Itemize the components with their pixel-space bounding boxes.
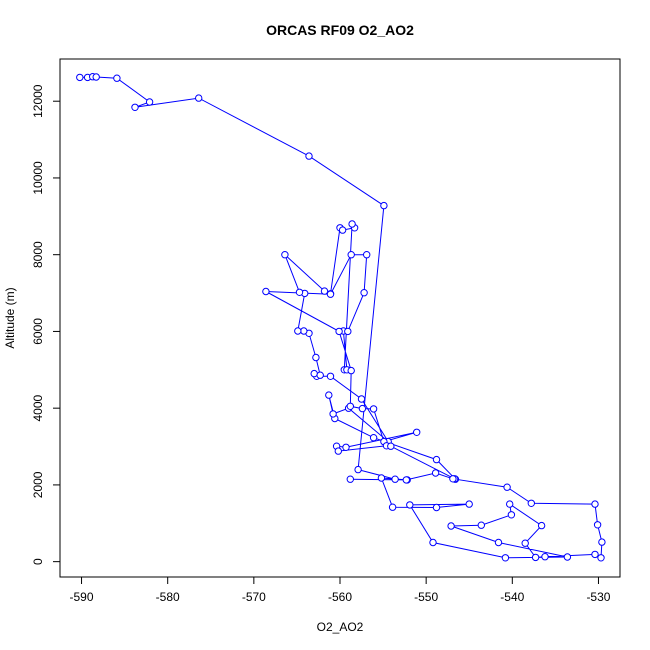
data-point [310, 369, 318, 378]
data-point [541, 553, 549, 561]
data-point [335, 327, 343, 336]
data-point [377, 474, 386, 482]
data-point [326, 290, 335, 298]
data-point [312, 353, 320, 362]
x-axis-label: O2_AO2 [317, 620, 364, 634]
data-point [521, 539, 529, 547]
data-point [281, 251, 289, 259]
data-point [363, 251, 371, 259]
x-axis: -590 -580 -570 -560 -550 -540 -530 [70, 576, 611, 604]
data-point [338, 226, 347, 234]
data-point [527, 499, 535, 507]
data-point [326, 372, 335, 380]
data-point [344, 327, 352, 336]
data-point [531, 553, 540, 562]
y-tick-label: 8000 [31, 241, 45, 268]
x-tick-label: -590 [70, 590, 94, 604]
data-point [347, 366, 355, 375]
y-tick-label: 10000 [31, 161, 45, 195]
data-point [593, 521, 602, 529]
x-tick-label: -530 [586, 590, 610, 604]
data-point [76, 73, 84, 82]
data-point [380, 201, 388, 210]
data-point [503, 483, 511, 491]
data-point [465, 500, 473, 508]
data-point [346, 402, 354, 410]
data-point [447, 522, 455, 530]
data-point [477, 521, 485, 529]
data-point [449, 475, 457, 483]
data-point [431, 469, 440, 477]
data-point [598, 538, 606, 546]
y-axis: 0 2000 4000 6000 8000 10000 12000 [31, 84, 61, 565]
data-point [131, 103, 139, 112]
x-tick-label: -570 [242, 590, 266, 604]
data-point [354, 465, 362, 474]
data-point [501, 554, 510, 562]
data-point [305, 152, 313, 160]
data-point [406, 501, 414, 509]
x-tick-label: -580 [156, 590, 180, 604]
data-point [563, 553, 572, 561]
data-point [295, 288, 304, 296]
data-point [360, 289, 368, 297]
series-layer [76, 73, 606, 562]
data-point [334, 447, 342, 455]
y-axis-label: Altitude (m) [3, 287, 17, 348]
data-point [429, 538, 437, 547]
y-tick-label: 6000 [31, 318, 45, 345]
data-point [358, 404, 367, 413]
data-point [325, 391, 333, 399]
data-point [432, 455, 441, 464]
data-point [387, 442, 395, 450]
x-tick-label: -540 [500, 590, 524, 604]
data-point [300, 327, 308, 335]
data-point [320, 287, 329, 295]
x-tick-label: -560 [328, 590, 352, 604]
data-point [369, 405, 378, 413]
data-point [391, 475, 399, 483]
data-point [92, 73, 100, 81]
y-tick-label: 2000 [31, 471, 45, 498]
data-point [413, 428, 421, 436]
x-tick-label: -550 [414, 590, 438, 604]
data-point [294, 327, 302, 335]
data-point [347, 251, 355, 259]
data-point [402, 476, 410, 484]
data-point [357, 395, 366, 403]
data-point [506, 500, 514, 508]
data-point [329, 410, 337, 418]
data-point [597, 554, 605, 562]
data-point [591, 550, 599, 559]
data-point [145, 98, 154, 106]
y-tick-label: 0 [31, 558, 45, 565]
y-tick-label: 12000 [31, 84, 45, 118]
data-point [113, 74, 121, 82]
data-point [342, 443, 350, 451]
data-point [591, 500, 599, 508]
series-line [79, 76, 603, 559]
chart-title: ORCAS RF09 O2_AO2 [266, 22, 414, 38]
data-point [346, 475, 354, 483]
data-point [316, 371, 324, 379]
data-point [494, 538, 503, 547]
data-point [432, 503, 441, 512]
data-point [262, 287, 270, 296]
data-point [195, 94, 203, 102]
y-tick-label: 4000 [31, 395, 45, 422]
data-point [388, 503, 397, 511]
data-point [507, 511, 516, 519]
data-point [348, 220, 356, 228]
plot-frame [59, 58, 621, 578]
data-point [369, 434, 378, 442]
data-point [537, 521, 546, 530]
